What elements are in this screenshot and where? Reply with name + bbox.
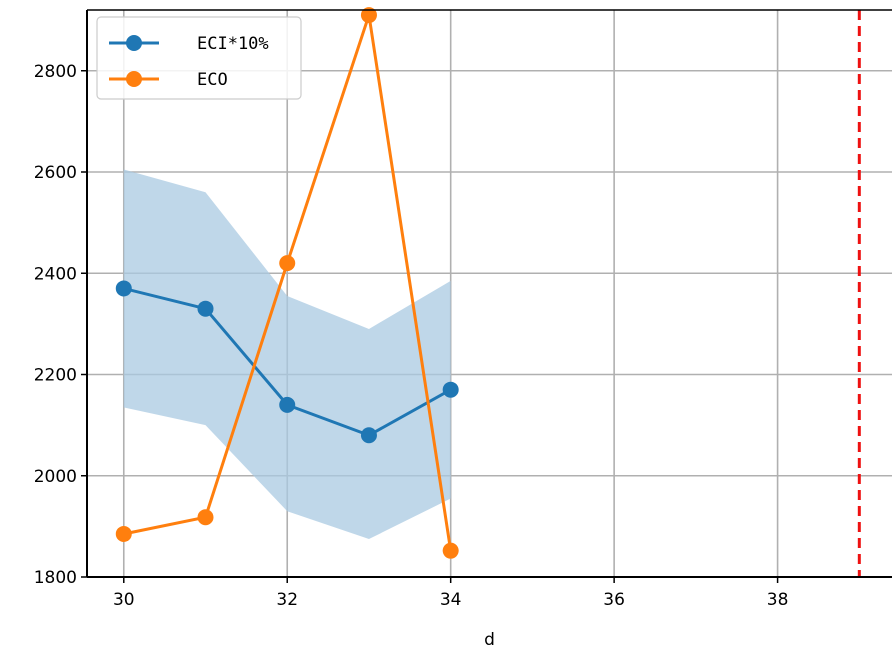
x-tick-label: 36 (603, 590, 625, 610)
y-tick-label: 2600 (34, 163, 77, 183)
x-tick-label: 38 (767, 590, 789, 610)
confidence-bands (123, 169, 451, 540)
data-point (442, 542, 459, 559)
legend-label: ECI*10% (197, 34, 269, 54)
y-tick-label: 1800 (34, 568, 77, 588)
legend-label: ECO (197, 70, 228, 90)
y-tick-label: 2800 (34, 62, 77, 82)
y-tick-label: 2400 (34, 264, 77, 284)
x-tick-label: 32 (276, 590, 298, 610)
data-point (197, 300, 214, 317)
data-point (360, 427, 377, 444)
legend: ECI*10% ECO (96, 16, 302, 100)
legend-marker (126, 71, 142, 87)
x-axis-label: d (484, 630, 495, 650)
y-tick-label: 2000 (34, 467, 77, 487)
legend-marker (126, 35, 142, 51)
axes (81, 9, 892, 583)
data-point (442, 381, 459, 398)
series-lines (115, 7, 459, 559)
data-point (197, 509, 214, 526)
x-tick-label: 30 (113, 590, 135, 610)
data-point (279, 396, 296, 413)
data-point (279, 255, 296, 272)
data-point (115, 525, 132, 542)
confidence-band (123, 169, 451, 540)
x-tick-label: 34 (440, 590, 462, 610)
tick-labels: 30 32 34 36 38 1800 2000 2200 2400 2600 2800 (34, 62, 789, 610)
data-point (360, 7, 377, 24)
data-point (115, 280, 132, 297)
y-tick-label: 2200 (34, 366, 77, 386)
